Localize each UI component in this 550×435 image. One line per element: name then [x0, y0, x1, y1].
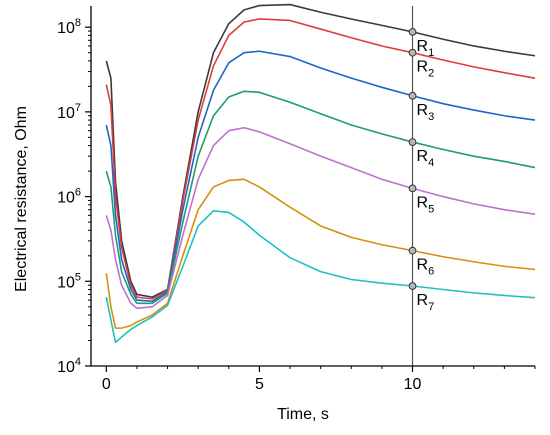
y-tick-label-4: 104: [57, 356, 81, 376]
series-label-r2: R2: [417, 59, 435, 80]
series-line-7: [105, 209, 536, 344]
series-label-r5: R5: [417, 194, 435, 215]
marker-r6: [408, 246, 417, 255]
series-line-5: [105, 126, 536, 310]
marker-r7: [408, 282, 417, 290]
x-tick-label-10: 10: [404, 376, 422, 393]
series-line-3: [105, 50, 536, 303]
y-tick-label-7: 107: [57, 102, 81, 122]
marker-r3: [408, 91, 417, 100]
series-label-r3: R3: [417, 102, 435, 123]
series-line-1: [105, 3, 536, 298]
marker-r2: [408, 48, 417, 57]
series-label-r6: R6: [417, 257, 435, 278]
y-tick-label-6: 106: [57, 187, 81, 207]
series-line-2: [105, 18, 536, 300]
y-tick-label-5: 105: [57, 271, 81, 291]
series-line-6: [105, 178, 536, 329]
marker-r1: [408, 27, 417, 36]
x-axis-title: Time, s: [277, 406, 329, 423]
series-label-r7: R7: [417, 292, 435, 313]
axes-group: [90, 6, 535, 367]
y-tick-label-8: 108: [57, 17, 81, 37]
ticks-group: 0 5 10 104 105 106 107 108: [57, 17, 536, 393]
series-lines-group: [105, 3, 536, 344]
x-tick-label-0: 0: [102, 376, 111, 393]
series-label-r1: R1: [417, 38, 435, 59]
series-label-r4: R4: [417, 148, 435, 169]
x-tick-label-5: 5: [255, 376, 264, 393]
markers-group: [408, 27, 417, 290]
series-line-4: [105, 90, 536, 305]
y-axis-title: Electrical resistance, Ohm: [13, 106, 30, 292]
marker-r4: [408, 138, 417, 146]
marker-r5: [408, 184, 417, 193]
